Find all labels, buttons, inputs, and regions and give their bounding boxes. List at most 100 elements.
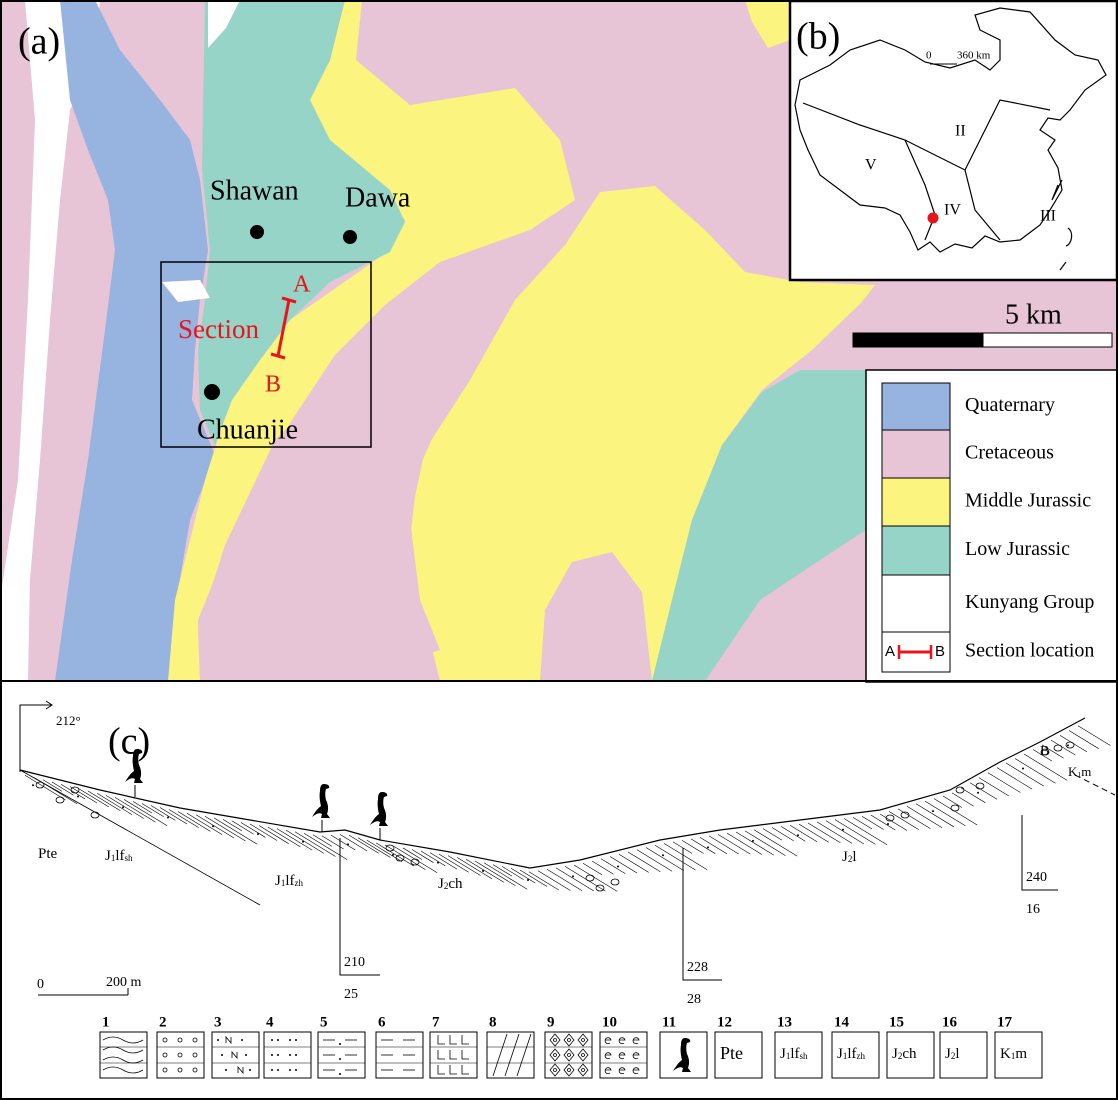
scale-label: 360 km bbox=[957, 50, 991, 62]
text-part: lf bbox=[285, 873, 294, 889]
strata-line bbox=[934, 799, 977, 825]
conglomerate-clast bbox=[71, 787, 79, 793]
section-end: B bbox=[1040, 744, 1049, 759]
panel-label: (a) bbox=[18, 21, 60, 63]
legend-number: 10 bbox=[602, 1014, 617, 1030]
place-dot bbox=[250, 225, 264, 239]
strata-line bbox=[520, 870, 547, 887]
legend-label: J2ch bbox=[892, 1046, 917, 1062]
figure: (a) Shawan Dawa Chuanjie Section A B 5 k… bbox=[0, 0, 1118, 1100]
strata-line bbox=[655, 845, 696, 870]
conglomerate-clast bbox=[411, 859, 419, 865]
strata-line bbox=[826, 821, 864, 844]
legend-swatch bbox=[882, 526, 950, 575]
text-part: ch bbox=[448, 876, 463, 892]
strata-dot bbox=[347, 843, 349, 845]
formation-label: K1m bbox=[1068, 764, 1091, 779]
strata-dot bbox=[437, 862, 439, 864]
strata-line bbox=[304, 833, 347, 859]
section-end: B bbox=[265, 372, 281, 398]
strata-line bbox=[484, 863, 527, 889]
strata-line bbox=[466, 859, 504, 882]
strata-line bbox=[664, 843, 707, 869]
strata-line bbox=[754, 830, 797, 856]
strata-line bbox=[502, 866, 524, 879]
conglomerate-clast bbox=[956, 787, 964, 793]
pattern bbox=[289, 1039, 291, 1041]
legend-label: Middle Jurassic bbox=[965, 490, 1091, 512]
lithology-legend: 123456789101112Pte13J1lfsh14J1lfzh15J2ch… bbox=[100, 1014, 1042, 1078]
scale-label: 0 bbox=[37, 977, 44, 992]
strata-dot bbox=[32, 784, 34, 786]
legend-swatch bbox=[882, 383, 950, 430]
scale-label: 0 bbox=[926, 50, 932, 62]
legend-box bbox=[100, 1032, 147, 1078]
strata-dot bbox=[572, 875, 574, 877]
pattern bbox=[277, 1039, 279, 1041]
text-part: sh bbox=[800, 1051, 809, 1061]
place-name: Dawa bbox=[345, 182, 411, 213]
strata-line bbox=[214, 818, 257, 844]
pattern bbox=[271, 1054, 273, 1056]
topographic-profile bbox=[20, 718, 1085, 868]
strata-dot bbox=[977, 792, 979, 794]
pattern bbox=[271, 1069, 273, 1071]
pattern bbox=[249, 1069, 251, 1071]
strata-line bbox=[142, 803, 164, 816]
strata-line bbox=[133, 801, 152, 813]
panel-label: (b) bbox=[796, 16, 840, 58]
scale-label: 5 km bbox=[1005, 299, 1062, 330]
strata-line bbox=[619, 854, 649, 872]
conglomerate-clast bbox=[396, 855, 404, 861]
strata-line bbox=[844, 819, 887, 845]
strata-line bbox=[736, 832, 774, 855]
legend-number: 7 bbox=[432, 1014, 440, 1030]
legend-number: 8 bbox=[489, 1014, 497, 1030]
text-part: lf bbox=[790, 1046, 799, 1062]
strata-line bbox=[259, 826, 289, 844]
conglomerate-clast bbox=[91, 812, 99, 818]
legend-number: 6 bbox=[378, 1014, 386, 1030]
pattern bbox=[339, 1058, 341, 1060]
strata-line bbox=[439, 854, 469, 872]
strata-line bbox=[412, 849, 434, 862]
formation-label: J1lfzh bbox=[275, 873, 304, 889]
pattern bbox=[295, 1039, 297, 1041]
strata-line bbox=[268, 827, 300, 847]
formation-label: J2l bbox=[842, 849, 857, 865]
strata-line bbox=[772, 828, 794, 841]
legend-number: 13 bbox=[777, 1014, 792, 1030]
legend-label: Pte bbox=[720, 1043, 743, 1063]
strata-line bbox=[160, 808, 187, 825]
strata-line bbox=[952, 793, 974, 806]
strata-line bbox=[979, 778, 1009, 796]
text-part: zh bbox=[295, 878, 304, 888]
place-name: Shawan bbox=[210, 175, 299, 206]
strata-dot bbox=[1022, 768, 1024, 770]
pattern bbox=[217, 1039, 219, 1041]
strata-line bbox=[763, 829, 782, 841]
strata-line bbox=[871, 815, 895, 830]
strata-line bbox=[367, 840, 402, 861]
legend-box bbox=[212, 1032, 259, 1078]
bearing-label: 212° bbox=[56, 713, 81, 728]
place-name: Chuanjie bbox=[197, 414, 298, 445]
strata-dot bbox=[212, 825, 214, 827]
text-part: Pte bbox=[38, 846, 58, 862]
strata-line bbox=[241, 822, 265, 837]
strata-line bbox=[394, 846, 437, 872]
region-label: IV bbox=[944, 202, 961, 219]
legend-number: 11 bbox=[662, 1014, 676, 1030]
strata-line bbox=[25, 775, 66, 800]
strata-line bbox=[610, 857, 637, 874]
strata-dot bbox=[842, 829, 844, 831]
legend-number: 15 bbox=[889, 1014, 904, 1030]
strata-dot bbox=[167, 817, 169, 819]
strata-dot bbox=[797, 834, 799, 836]
legend-label: Quaternary bbox=[965, 394, 1055, 416]
strata-line bbox=[853, 817, 872, 829]
legend-number: 16 bbox=[942, 1014, 958, 1030]
strata-dot bbox=[257, 833, 259, 835]
strata-line bbox=[331, 835, 355, 850]
strata-line bbox=[682, 840, 704, 853]
